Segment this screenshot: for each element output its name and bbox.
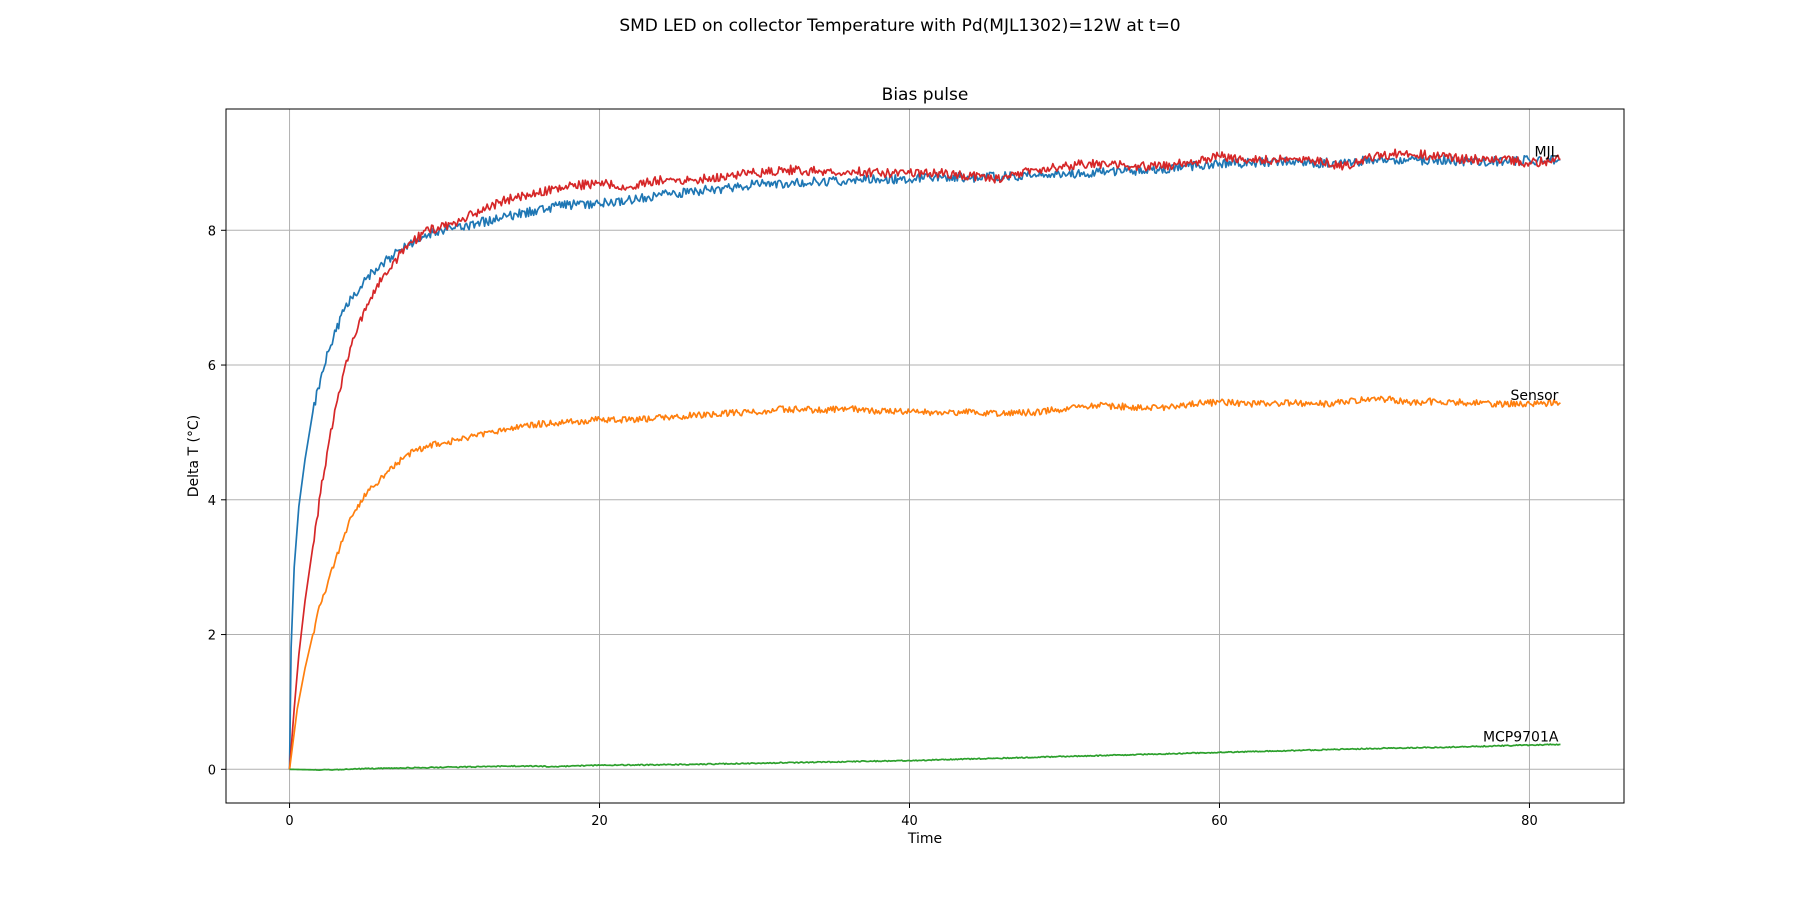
grid-lines (226, 109, 1624, 803)
figure-suptitle: SMD LED on collector Temperature with Pd… (619, 16, 1180, 36)
series-line-1 (288, 148, 1561, 770)
series-line-2 (288, 395, 1561, 770)
x-axis-label: Time (907, 831, 942, 847)
series-annotations: MJL Sensor MCP9701A (1483, 145, 1559, 746)
x-tick-label: 0 (285, 814, 293, 829)
series-annotation: Sensor (1510, 388, 1558, 404)
series-line-0 (288, 154, 1561, 770)
y-tick-label: 0 (208, 763, 216, 778)
y-tick-label: 6 (208, 359, 216, 374)
x-tick-label: 60 (1211, 814, 1228, 829)
y-axis-label: Delta T (°C) (186, 415, 202, 498)
x-tick-label: 20 (591, 814, 608, 829)
x-tick-label: 40 (901, 814, 918, 829)
x-tick-label: 80 (1521, 814, 1538, 829)
y-tick-label: 2 (208, 629, 216, 644)
chart-title: Bias pulse (882, 85, 969, 105)
series-annotation: MCP9701A (1483, 729, 1559, 745)
series-line-3 (289, 743, 1561, 771)
series-annotation: MJL (1534, 145, 1558, 161)
axis-ticks: 0 20 40 60 80 0 2 4 6 8 (208, 224, 1538, 829)
y-tick-label: 8 (208, 224, 216, 239)
series-lines (288, 148, 1561, 771)
y-tick-label: 4 (208, 494, 216, 509)
plot-frame (225, 108, 1625, 804)
